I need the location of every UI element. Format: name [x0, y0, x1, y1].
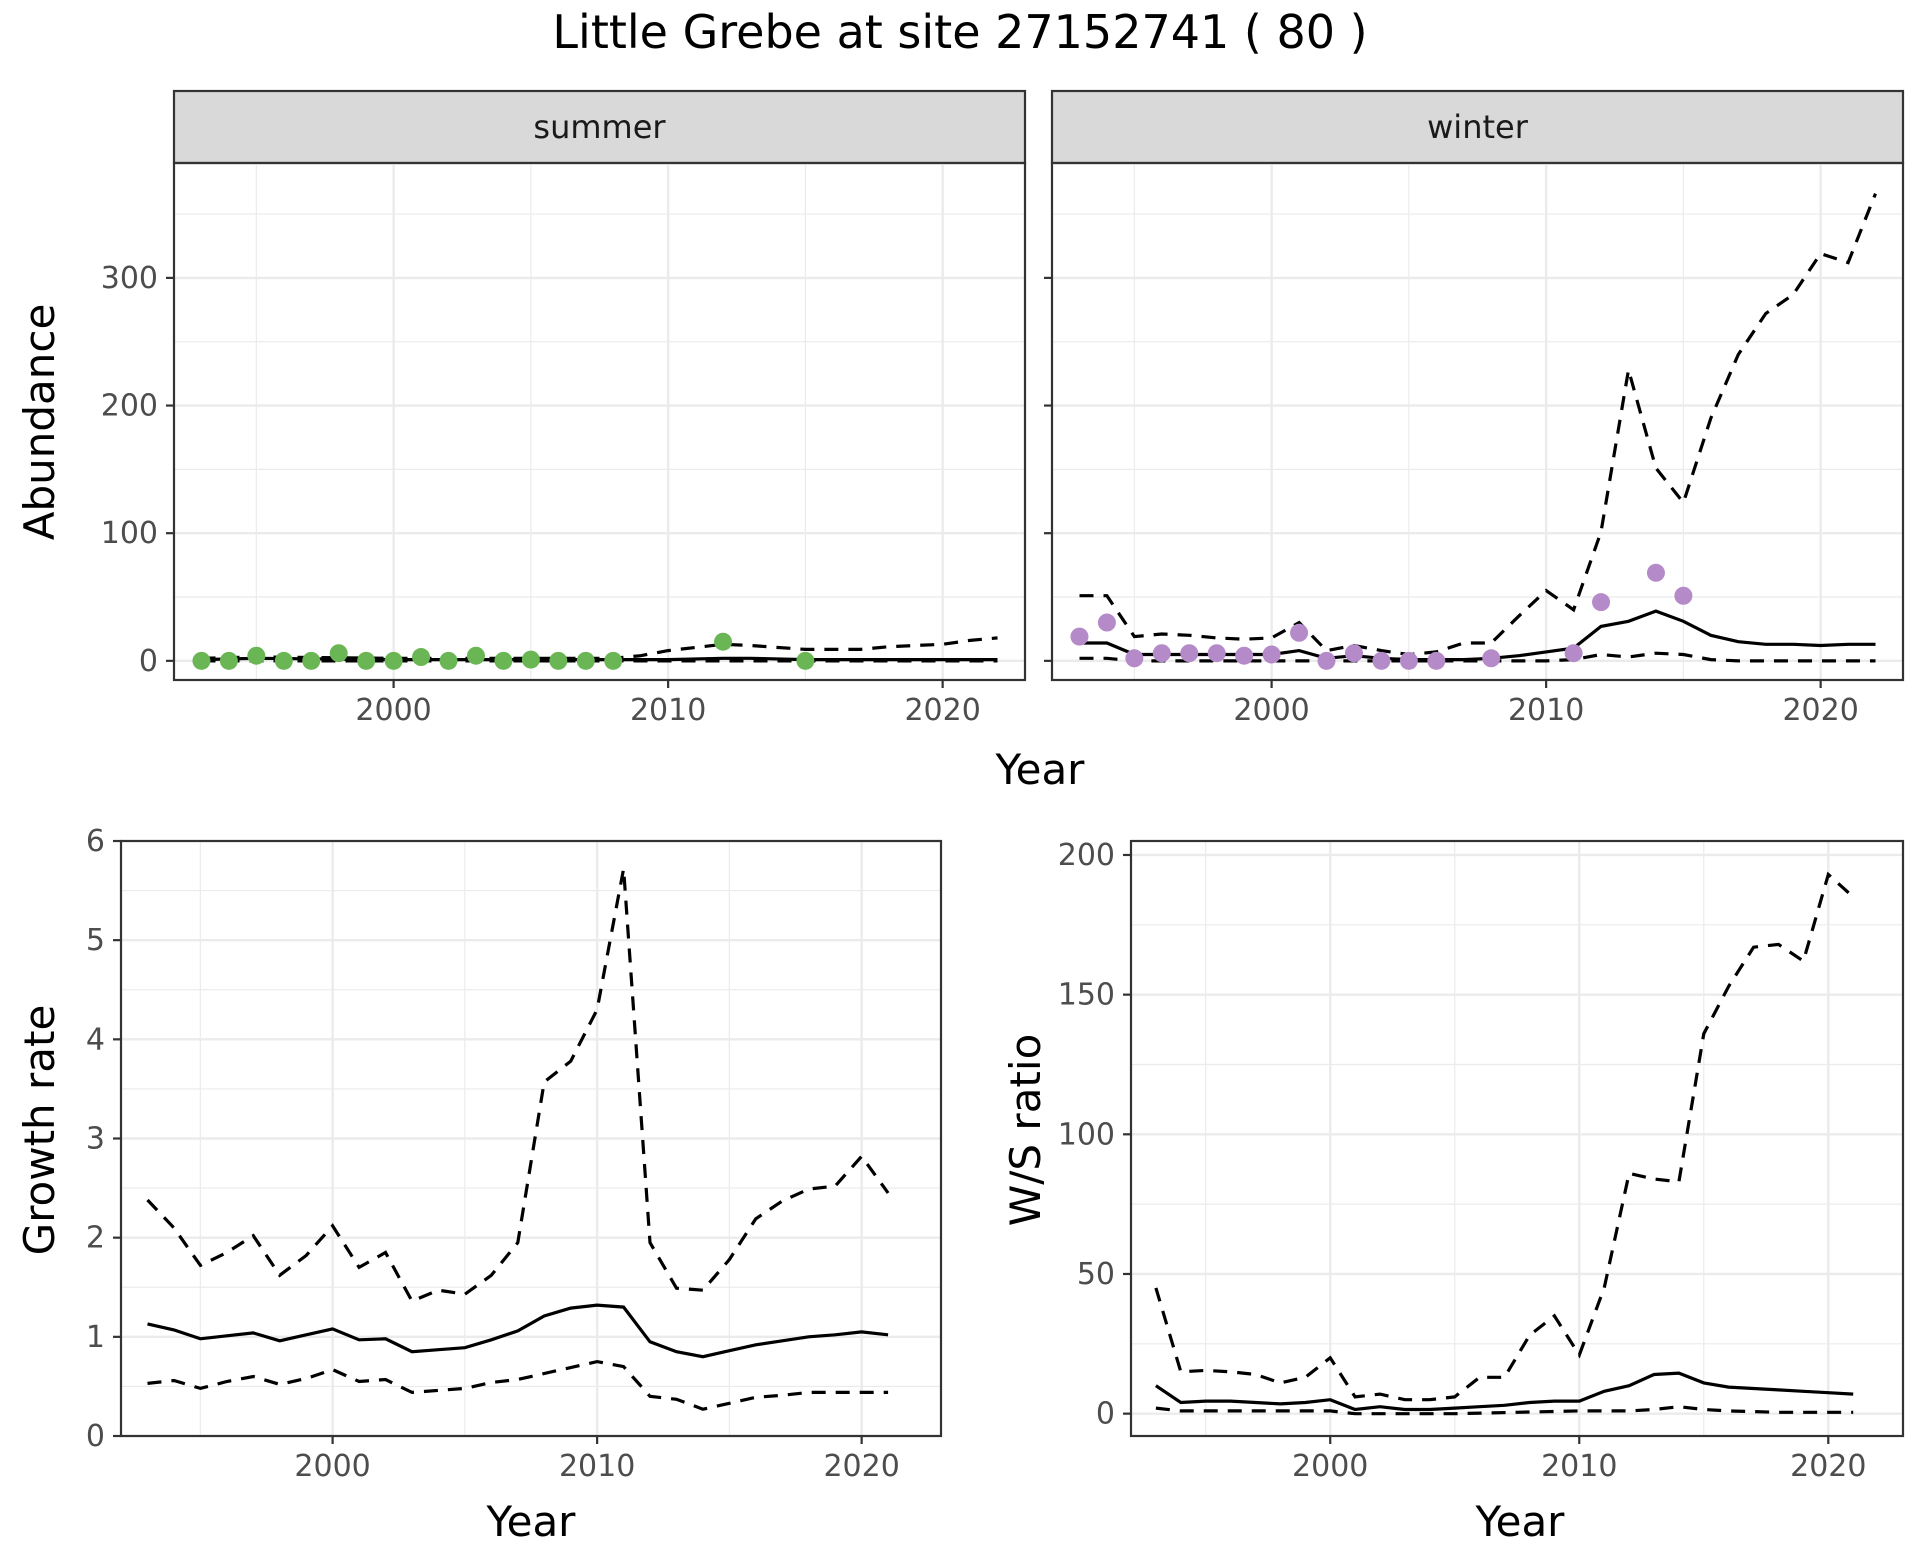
x-tick-label: 2010: [559, 1449, 635, 1484]
y-tick-label: 200: [1058, 838, 1115, 873]
series-line-upper-ci: [1154, 871, 1855, 1402]
data-point: [521, 650, 540, 669]
y-tick-label: 0: [1096, 1397, 1115, 1432]
x-tick-label: 2020: [904, 693, 980, 728]
y-tick-label: 0: [86, 1419, 105, 1454]
data-point: [466, 646, 485, 665]
series-line-upper-ci: [201, 636, 998, 660]
data-point: [247, 646, 266, 665]
x-tick-label: 2010: [1508, 693, 1584, 728]
chart-title: Little Grebe at site 27152741 ( 80 ): [552, 5, 1367, 59]
panel-ws-ratio: 2000 2010 2020 0 50 100 150 200: [1058, 838, 1905, 1484]
data-point: [357, 651, 376, 670]
y-tick-label: 6: [86, 824, 105, 859]
data-point: [329, 644, 348, 663]
y-tick-label: 100: [101, 516, 158, 551]
data-point: [1097, 613, 1116, 632]
panel-border: [1050, 161, 1905, 682]
data-point: [1674, 586, 1693, 605]
data-point: [1235, 646, 1254, 665]
data-point: [1427, 651, 1446, 670]
data-point: [1262, 645, 1281, 664]
x-tick-label: 2000: [1233, 693, 1309, 728]
data-point: [1290, 623, 1309, 642]
data-point: [1180, 644, 1199, 663]
panel-growth-rate: 2000 2010 2020 0 1 2 3 4 5 6: [86, 824, 943, 1484]
data-point: [192, 651, 211, 670]
data-point: [604, 651, 623, 670]
panel-border: [1129, 839, 1905, 1438]
data-point: [384, 651, 403, 670]
series-line-lower-ci: [147, 1359, 889, 1411]
y-tick-label: 1: [86, 1320, 105, 1355]
series-line-upper-ci: [146, 868, 890, 1304]
data-point: [219, 651, 238, 670]
x-tick-label: 2000: [1292, 1449, 1368, 1484]
y-tick-label: 150: [1058, 978, 1115, 1013]
data-point: [714, 632, 733, 651]
y-tick-label: 300: [101, 261, 158, 296]
y-axis-title-abundance: Abundance: [15, 304, 64, 541]
data-point: [1646, 563, 1665, 582]
strip-label-summer: summer: [533, 108, 666, 146]
panel-summer: 2000 2010 2020 0 100 200 300: [101, 161, 1027, 728]
panel-border: [172, 161, 1027, 682]
series-line-mean: [1155, 1371, 1854, 1412]
data-point: [1317, 651, 1336, 670]
data-point: [1592, 593, 1611, 612]
x-tick-label: 2020: [823, 1449, 899, 1484]
data-point: [274, 651, 293, 670]
data-point: [1372, 651, 1391, 670]
strip-summer: [172, 89, 1027, 165]
data-point: [1070, 627, 1089, 646]
data-point: [494, 651, 513, 670]
x-axis-title-ratio: Year: [1475, 1497, 1566, 1546]
y-tick-label: 50: [1077, 1257, 1115, 1292]
y-tick-label: 100: [1058, 1117, 1115, 1152]
y-tick-label: 5: [86, 923, 105, 958]
panel-winter: 2000 2010 2020: [1044, 161, 1905, 728]
x-tick-label: 2000: [294, 1449, 370, 1484]
data-point: [796, 651, 815, 670]
data-point: [302, 651, 321, 670]
data-point: [1344, 644, 1363, 663]
data-point: [1399, 651, 1418, 670]
x-axis-title-top: Year: [995, 745, 1086, 794]
y-tick-label: 0: [139, 644, 158, 679]
series-line-mean: [1079, 609, 1876, 662]
x-tick-label: 2010: [630, 693, 706, 728]
y-tick-label: 2: [86, 1221, 105, 1256]
y-tick-label: 3: [86, 1122, 105, 1157]
data-point: [1207, 644, 1226, 663]
y-tick-label: 4: [86, 1022, 105, 1057]
y-axis-title-ratio: W/S ratio: [1001, 1034, 1050, 1227]
data-point: [1564, 644, 1583, 663]
y-tick-label: 200: [101, 389, 158, 424]
data-point: [576, 651, 595, 670]
x-tick-label: 2020: [1790, 1449, 1866, 1484]
data-point: [439, 651, 458, 670]
data-point: [1152, 644, 1171, 663]
data-point: [412, 648, 431, 667]
series-line-mean: [201, 656, 998, 662]
data-point: [1482, 649, 1501, 668]
series-line-mean: [147, 1303, 889, 1359]
y-axis-title-growth: Growth rate: [15, 1005, 64, 1256]
strip-winter: [1050, 89, 1905, 165]
x-tick-label: 2000: [355, 693, 431, 728]
x-axis-title-growth: Year: [486, 1497, 577, 1546]
strip-label-winter: winter: [1427, 108, 1529, 146]
data-point: [549, 651, 568, 670]
data-point: [1125, 649, 1144, 668]
x-tick-label: 2010: [1541, 1449, 1617, 1484]
series-line-upper-ci: [1079, 193, 1877, 657]
series-line-lower-ci: [1079, 651, 1876, 663]
x-tick-label: 2020: [1782, 693, 1858, 728]
